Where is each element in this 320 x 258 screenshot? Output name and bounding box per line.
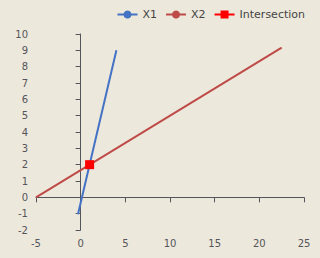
svg-text:8: 8 (22, 61, 28, 72)
svg-text:Intersection: Intersection (240, 8, 305, 21)
svg-text:9: 9 (22, 45, 28, 56)
svg-text:10: 10 (164, 238, 177, 249)
svg-text:-2: -2 (18, 225, 28, 236)
svg-text:20: 20 (253, 238, 266, 249)
svg-text:25: 25 (298, 238, 311, 249)
svg-text:1: 1 (22, 176, 28, 187)
svg-text:3: 3 (22, 143, 28, 154)
svg-text:0: 0 (77, 238, 83, 249)
svg-text:10: 10 (15, 29, 28, 40)
svg-text:4: 4 (22, 127, 28, 138)
svg-text:6: 6 (22, 94, 28, 105)
svg-text:7: 7 (22, 78, 28, 89)
svg-text:5: 5 (22, 110, 28, 121)
svg-text:-5: -5 (31, 238, 41, 249)
svg-text:-1: -1 (18, 208, 28, 219)
svg-text:X2: X2 (191, 8, 206, 21)
svg-text:2: 2 (22, 159, 28, 170)
svg-text:X1: X1 (142, 8, 157, 21)
svg-text:0: 0 (22, 192, 28, 203)
svg-text:15: 15 (208, 238, 221, 249)
svg-text:5: 5 (122, 238, 128, 249)
